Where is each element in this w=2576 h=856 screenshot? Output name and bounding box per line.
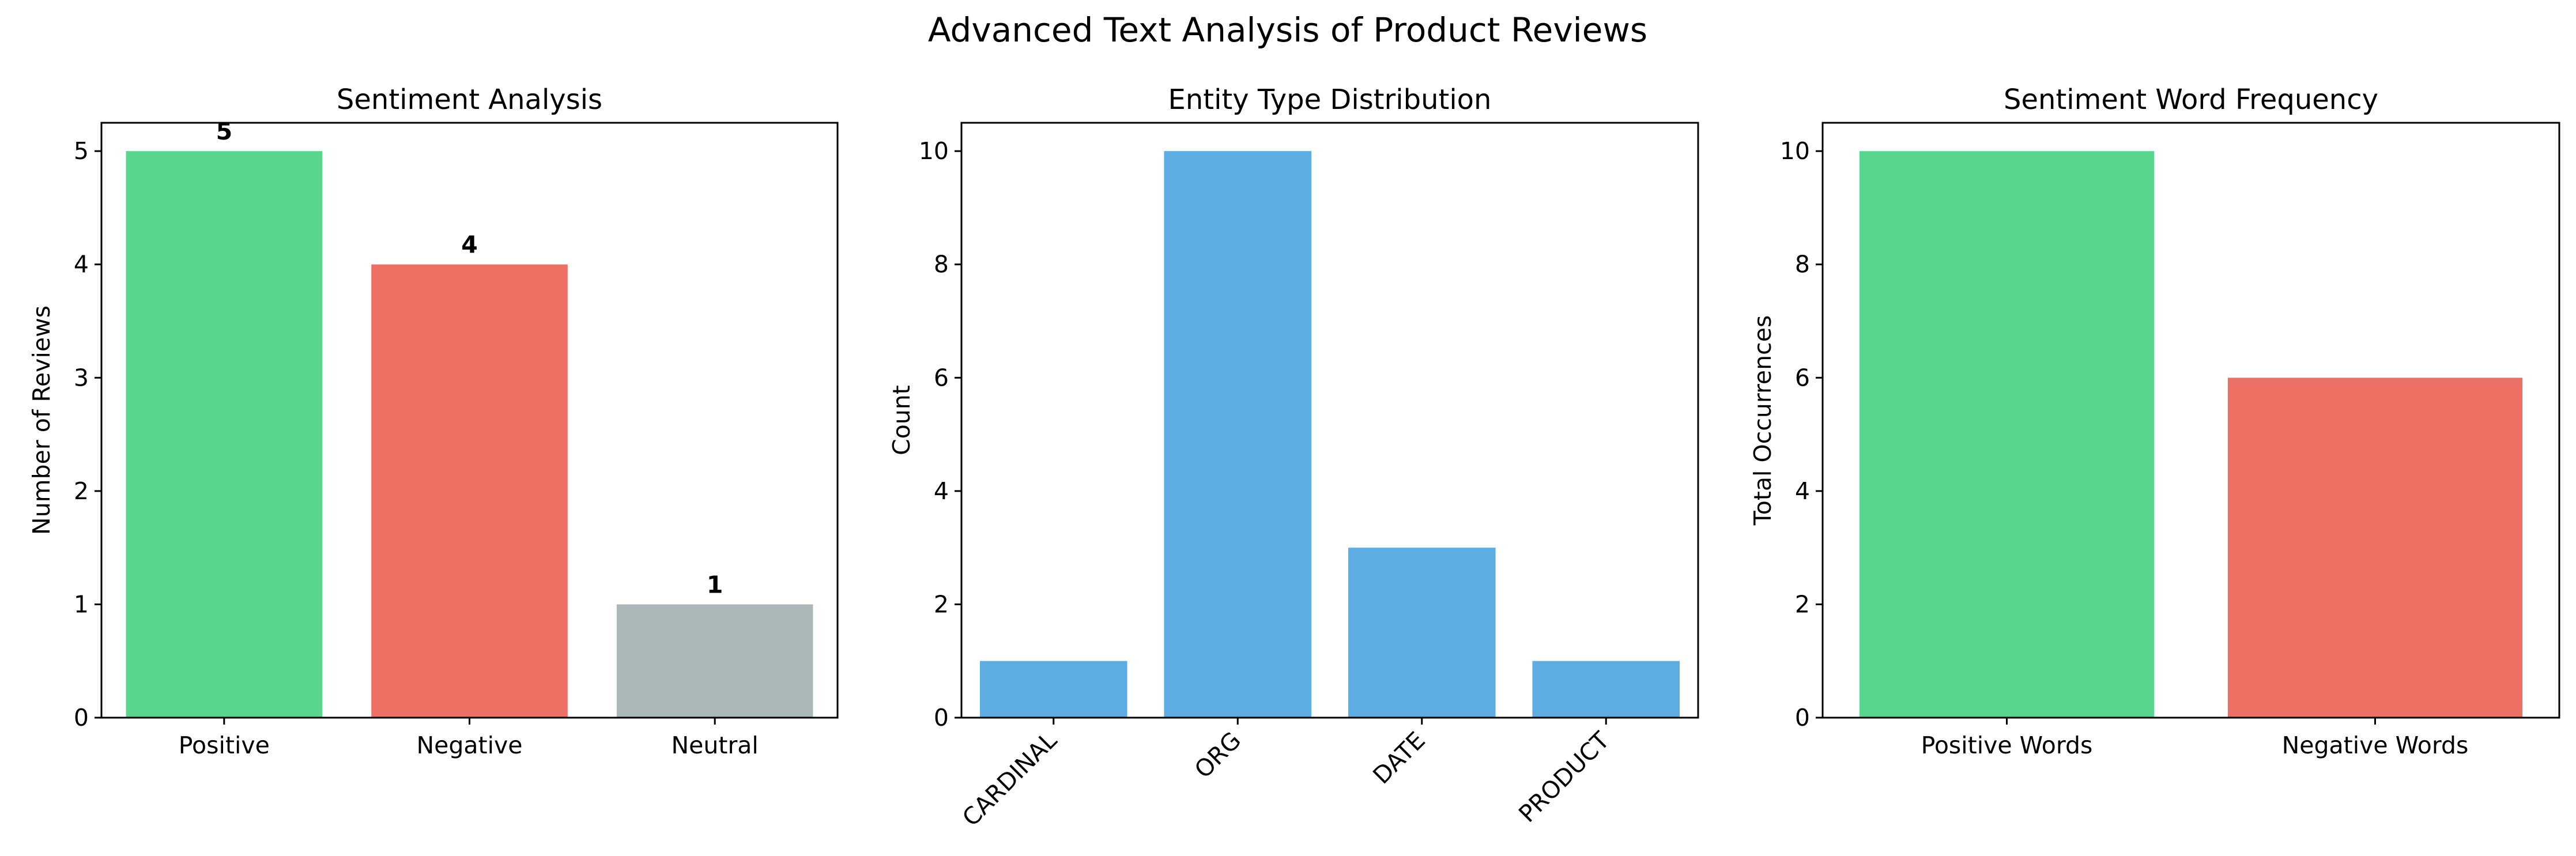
data-label: 1 bbox=[707, 571, 723, 598]
axes-frame bbox=[1821, 122, 2560, 719]
y-axis-label: Count bbox=[888, 385, 915, 455]
chart-title: Sentiment Word Frequency bbox=[2004, 84, 2378, 116]
bar-neutral bbox=[616, 604, 813, 718]
y-tick-label: 2 bbox=[74, 477, 89, 505]
y-axis-label: Total Occurrences bbox=[1749, 315, 1777, 526]
y-tick-label: 10 bbox=[919, 137, 949, 165]
axes-frame bbox=[960, 122, 1699, 719]
y-tick-label: 5 bbox=[74, 137, 89, 165]
y-tick-label: 3 bbox=[74, 364, 89, 391]
bar-product bbox=[1532, 661, 1680, 718]
y-tick-label: 8 bbox=[934, 251, 949, 278]
x-tick-label: Negative bbox=[417, 731, 523, 759]
entity-type-distribution-chart: 0 2 4 6 8 10 CARDINAL ORG DATE PRODUCT Entity Type… bbox=[888, 84, 1699, 832]
bar-negative bbox=[371, 264, 568, 718]
data-label: 5 bbox=[216, 118, 233, 145]
chart-title: Sentiment Analysis bbox=[337, 84, 602, 116]
bar-negative-words bbox=[2227, 378, 2523, 718]
x-tick-label: Neutral bbox=[672, 731, 759, 759]
y-tick-label: 2 bbox=[1795, 590, 1810, 618]
x-tick-label: Negative Words bbox=[2282, 731, 2469, 759]
y-tick-label: 1 bbox=[74, 590, 89, 618]
y-tick-label: 4 bbox=[934, 477, 949, 505]
bar-org bbox=[1164, 151, 1312, 718]
y-tick-label: 8 bbox=[1795, 251, 1810, 278]
bar-cardinal bbox=[979, 661, 1127, 718]
x-tick-label: ORG bbox=[1189, 726, 1246, 783]
y-tick-label: 4 bbox=[74, 251, 89, 278]
bar-positive-words bbox=[1859, 151, 2155, 718]
chart-title: Entity Type Distribution bbox=[1168, 84, 1492, 116]
bar-positive bbox=[126, 151, 323, 718]
sentiment-analysis-chart: 5 4 1 0 1 2 3 4 5 Positive Negative Neutral Sentimen… bbox=[28, 84, 839, 759]
y-axis-label: Number of Reviews bbox=[28, 306, 55, 535]
x-tick-label: PRODUCT bbox=[1513, 726, 1615, 828]
sentiment-word-frequency-chart: 0 2 4 6 8 10 Positive Words Negative Words Senti… bbox=[1749, 84, 2560, 759]
data-label: 4 bbox=[461, 231, 478, 259]
x-tick-label: Positive Words bbox=[1921, 731, 2093, 759]
y-tick-label: 0 bbox=[934, 704, 949, 731]
x-tick-label: CARDINAL bbox=[957, 726, 1062, 832]
x-tick-label: Positive bbox=[179, 731, 270, 759]
y-tick-label: 2 bbox=[934, 590, 949, 618]
y-tick-label: 6 bbox=[934, 364, 949, 391]
bar-date bbox=[1348, 548, 1496, 718]
y-tick-label: 0 bbox=[1795, 704, 1810, 731]
figure-title: Advanced Text Analysis of Product Review… bbox=[928, 10, 1647, 50]
y-tick-label: 4 bbox=[1795, 477, 1810, 505]
y-tick-label: 10 bbox=[1780, 137, 1810, 165]
y-tick-label: 6 bbox=[1795, 364, 1810, 391]
x-tick-label: DATE bbox=[1367, 726, 1430, 789]
y-tick-label: 0 bbox=[74, 704, 89, 731]
